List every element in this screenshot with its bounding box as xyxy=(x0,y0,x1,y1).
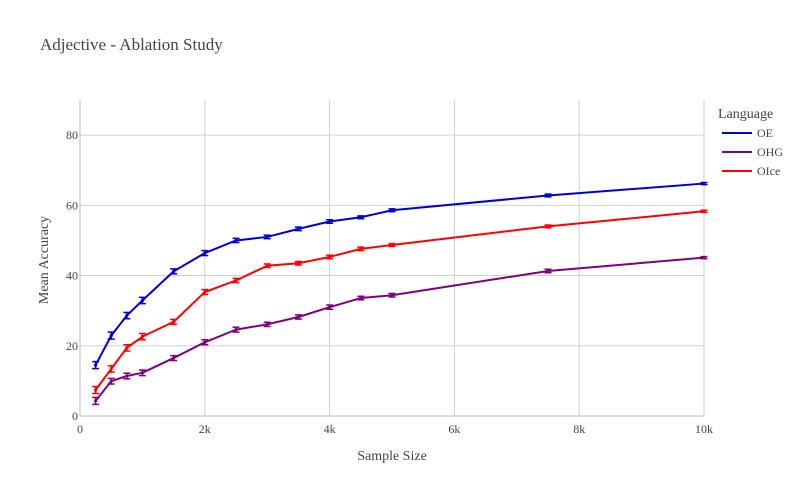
data-point xyxy=(140,335,144,339)
data-point xyxy=(172,356,176,360)
x-tick-label: 6k xyxy=(448,422,460,436)
chart-title: Adjective - Ablation Study xyxy=(40,35,223,54)
data-point xyxy=(702,256,706,260)
data-point xyxy=(296,315,300,319)
series-line xyxy=(94,210,705,391)
data-point xyxy=(702,181,706,186)
x-tick-label: 4k xyxy=(324,422,336,436)
data-point xyxy=(265,264,269,268)
data-point xyxy=(172,269,176,273)
series-oe xyxy=(92,181,708,370)
data-point xyxy=(390,208,394,212)
data-point xyxy=(125,374,129,378)
data-point xyxy=(125,313,129,318)
x-axis-title: Sample Size xyxy=(357,449,427,464)
data-point xyxy=(390,243,394,247)
data-point xyxy=(265,235,269,239)
data-point xyxy=(328,219,332,224)
data-point xyxy=(140,371,144,375)
series-oice xyxy=(92,209,708,395)
data-point xyxy=(234,238,238,243)
data-point xyxy=(328,255,332,259)
y-tick-label: 20 xyxy=(66,339,78,353)
data-point xyxy=(265,322,269,326)
data-point xyxy=(546,269,550,273)
data-point xyxy=(140,298,144,303)
data-point xyxy=(203,340,207,344)
data-point xyxy=(328,305,332,309)
legend-label: OIce xyxy=(757,164,780,178)
y-axis-title: Mean Accuracy xyxy=(37,216,52,304)
y-tick-label: 80 xyxy=(66,128,78,142)
data-point xyxy=(359,247,363,251)
x-tick-label: 10k xyxy=(695,422,713,436)
data-point xyxy=(234,328,238,332)
data-point xyxy=(546,224,550,228)
series-ohg xyxy=(92,255,708,406)
data-point xyxy=(203,251,207,255)
data-point xyxy=(390,293,394,297)
data-point xyxy=(172,320,176,324)
x-tick-label: 8k xyxy=(573,422,585,436)
x-tick-label: 0 xyxy=(77,422,83,436)
data-point xyxy=(359,215,363,219)
legend-label: OE xyxy=(757,126,773,140)
data-point xyxy=(546,193,550,198)
data-point xyxy=(203,290,207,294)
y-tick-label: 40 xyxy=(66,269,78,283)
data-point xyxy=(109,333,113,338)
data-point xyxy=(234,278,238,283)
data-point xyxy=(296,227,300,231)
legend-item-ohg[interactable]: OHG xyxy=(722,145,783,159)
legend-item-oe[interactable]: OE xyxy=(722,126,773,140)
legend: Language OE OHG OIce xyxy=(718,107,783,178)
y-tick-label: 60 xyxy=(66,198,78,212)
data-point xyxy=(296,261,300,265)
data-point xyxy=(109,379,113,383)
axes: 0 2k 4k 6k 8k 10k 0 20 40 60 80 xyxy=(66,100,713,436)
legend-item-oice[interactable]: OIce xyxy=(722,164,780,178)
data-point xyxy=(94,399,98,403)
x-tick-label: 2k xyxy=(199,422,211,436)
data-point xyxy=(125,346,129,350)
series-group xyxy=(92,181,708,406)
data-point xyxy=(359,296,363,300)
data-point xyxy=(94,363,98,367)
series-line xyxy=(94,256,705,402)
y-tick-label: 0 xyxy=(72,409,78,423)
legend-label: OHG xyxy=(757,145,783,159)
data-point xyxy=(702,209,706,213)
data-point xyxy=(109,367,113,371)
data-point xyxy=(94,388,98,392)
legend-title: Language xyxy=(718,107,773,122)
